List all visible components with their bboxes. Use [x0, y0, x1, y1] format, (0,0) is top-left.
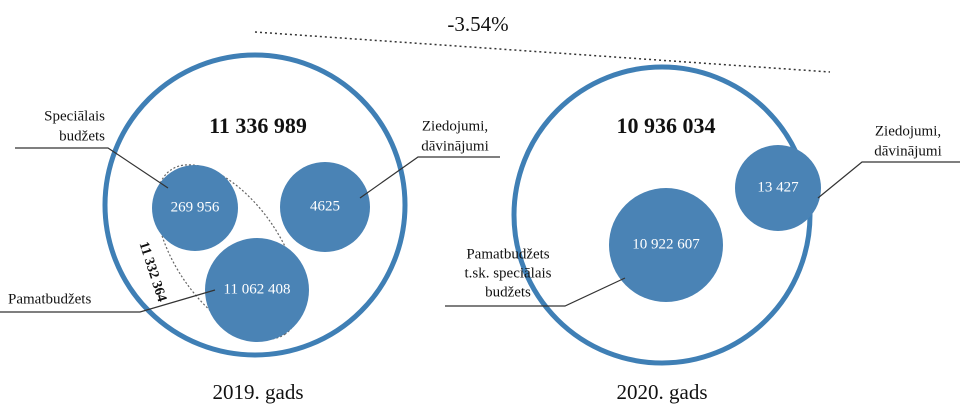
label: dāvinājumi — [421, 138, 489, 154]
value: 11 062 408 — [224, 281, 291, 297]
value: 13 427 — [757, 179, 799, 195]
label: t.sk. speciālais — [464, 265, 551, 281]
label: Pamatbudžets — [8, 291, 91, 307]
group-ellipse — [155, 164, 301, 340]
total: 10 936 034 — [617, 113, 716, 138]
label: budžets — [485, 284, 531, 300]
year-circle — [102, 52, 408, 358]
value: 269 956 — [171, 199, 220, 215]
donations-circle — [735, 145, 821, 231]
comparison-line — [254, 31, 831, 73]
leader — [445, 277, 626, 307]
change: -3.54% — [447, 12, 508, 36]
leader — [15, 147, 169, 189]
donations-circle — [280, 162, 370, 252]
group-total: 11 332 364 — [136, 240, 169, 304]
label: Ziedojumi, — [875, 123, 941, 139]
special-circle — [152, 165, 238, 251]
year-label: 2019. gads — [213, 380, 304, 404]
leader — [817, 161, 960, 199]
label: Speciālais — [44, 108, 105, 124]
base-circle — [609, 188, 723, 302]
label: dāvinājumi — [874, 143, 942, 159]
value: 4625 — [310, 198, 340, 214]
leader — [359, 156, 500, 199]
total: 11 336 989 — [209, 113, 307, 138]
base-circle — [205, 238, 309, 342]
label: Pamatbudžets — [466, 246, 549, 262]
leader — [0, 289, 216, 313]
year-label: 2020. gads — [617, 380, 708, 404]
label: Ziedojumi, — [422, 118, 488, 134]
label: budžets — [59, 128, 105, 144]
value: 10 922 607 — [632, 236, 700, 252]
